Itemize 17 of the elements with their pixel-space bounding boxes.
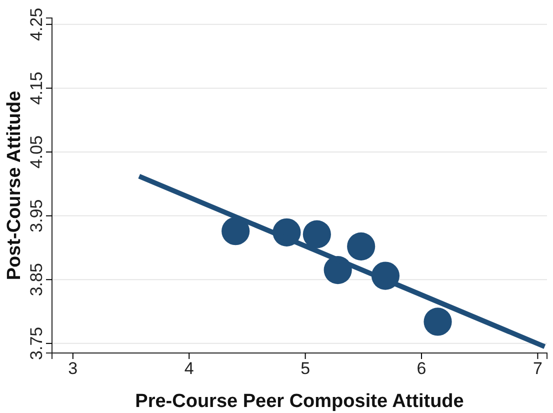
y-axis-title: Post-Course Attitude: [4, 90, 25, 280]
y-tick-label: 4.05: [26, 135, 46, 169]
x-tick-label: 3: [68, 359, 78, 378]
x-tick-label: 5: [300, 359, 310, 378]
x-tick-label: 6: [416, 359, 426, 378]
y-tick-label: 4.15: [26, 72, 46, 105]
x-tick-label: 7: [532, 359, 542, 378]
point: [424, 308, 452, 336]
x-axis-title: Pre-Course Peer Composite Attitude: [135, 391, 464, 412]
point: [222, 217, 250, 246]
y-tick-label: 3.75: [26, 326, 46, 360]
point: [347, 232, 376, 260]
y-tick-label: 3.95: [26, 199, 46, 232]
point: [302, 220, 331, 248]
x-tick-label: 4: [184, 359, 194, 378]
y-tick-label: 4.25: [26, 8, 46, 41]
y-tick-label: 3.85: [26, 263, 46, 296]
